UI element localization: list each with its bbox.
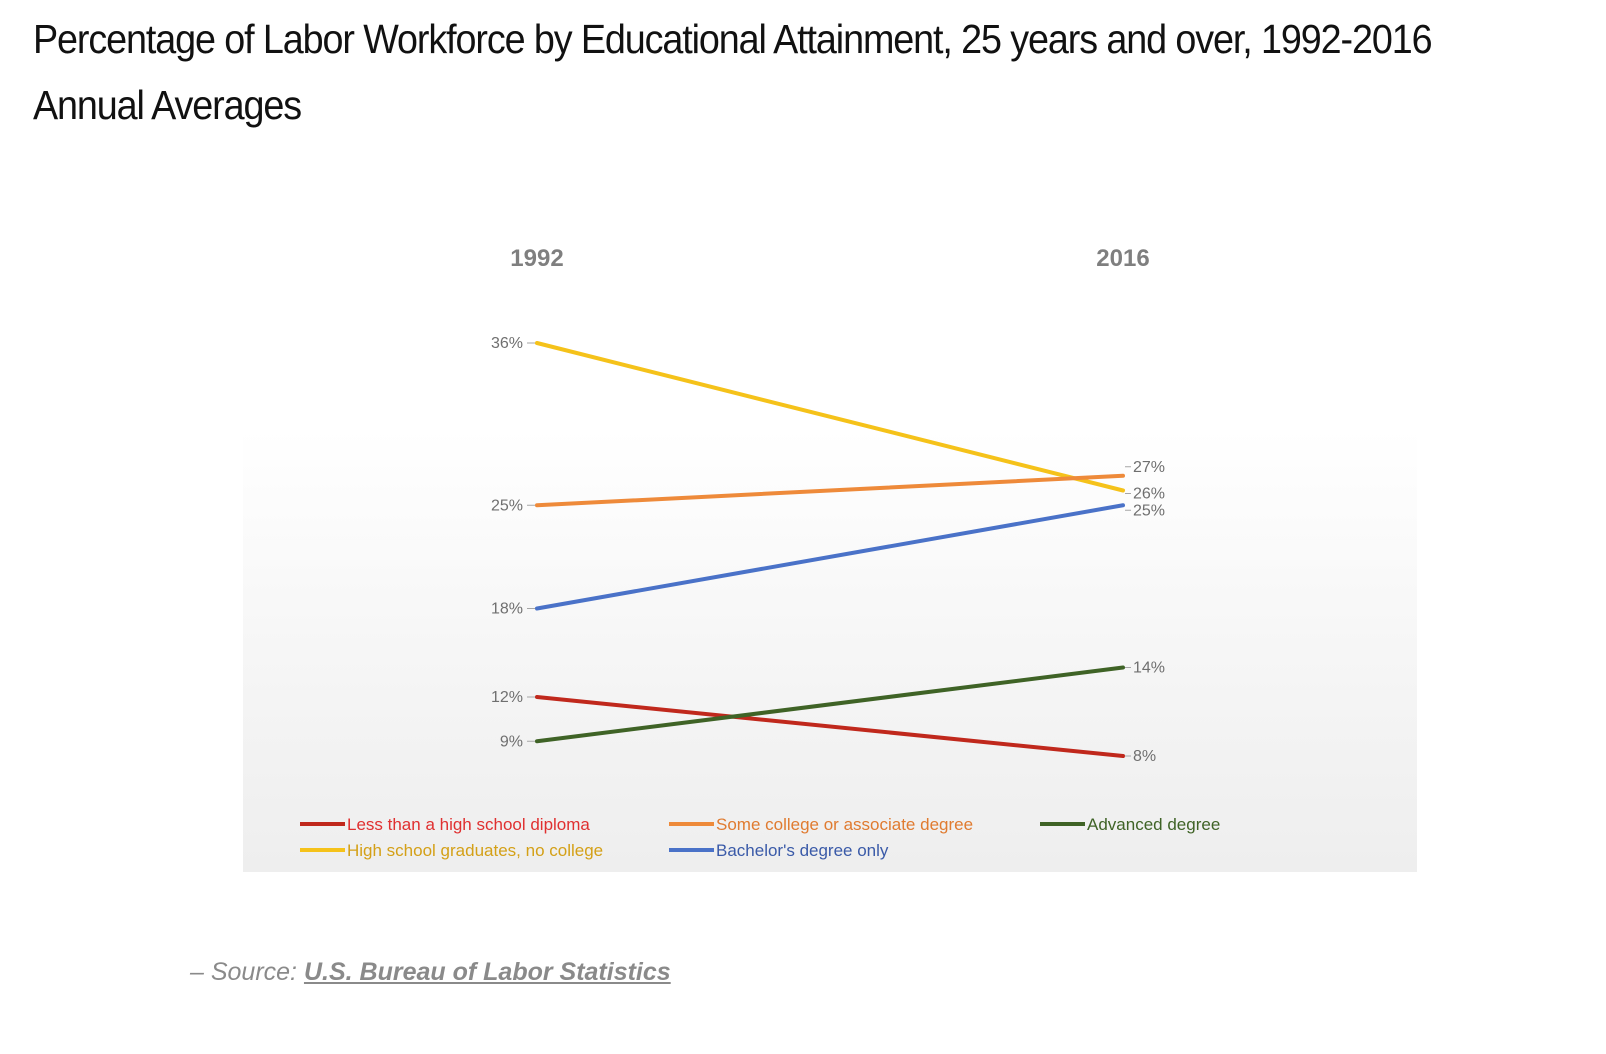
legend-label-4: Advanced degree bbox=[1087, 815, 1220, 834]
data-label-0-1: 8% bbox=[1133, 748, 1156, 765]
series-line-3 bbox=[535, 503, 1125, 611]
data-label-3-0: 18% bbox=[491, 601, 523, 618]
data-label-2-1: 27% bbox=[1133, 459, 1165, 476]
legend-label-0: Less than a high school diploma bbox=[347, 815, 590, 834]
source-prefix: – Source: bbox=[190, 958, 304, 986]
year-label-1992: 1992 bbox=[510, 245, 563, 272]
series-line-1 bbox=[535, 341, 1125, 493]
legend-label-2: Some college or associate degree bbox=[716, 815, 973, 834]
series-line-4 bbox=[535, 665, 1125, 744]
data-label-1-0: 36% bbox=[491, 335, 523, 352]
series-line-2 bbox=[535, 473, 1125, 508]
legend-label-1: High school graduates, no college bbox=[347, 841, 603, 860]
data-label-4-1: 14% bbox=[1133, 660, 1165, 677]
legend-label-3: Bachelor's degree only bbox=[716, 841, 889, 860]
data-label-2-0: 25% bbox=[491, 497, 523, 514]
data-label-3-1: 25% bbox=[1133, 502, 1165, 519]
data-label-1-1: 26% bbox=[1133, 486, 1165, 503]
data-label-4-0: 9% bbox=[500, 733, 523, 750]
chart-title: Percentage of Labor Workforce by Educati… bbox=[33, 16, 1433, 128]
source-note: – Source: U.S. Bureau of Labor Statistic… bbox=[190, 958, 671, 987]
year-label-2016: 2016 bbox=[1096, 245, 1149, 272]
source-link[interactable]: U.S. Bureau of Labor Statistics bbox=[303, 958, 671, 986]
data-label-0-0: 12% bbox=[491, 689, 523, 706]
series-line-0 bbox=[535, 695, 1125, 758]
chart-panel bbox=[243, 190, 1417, 872]
